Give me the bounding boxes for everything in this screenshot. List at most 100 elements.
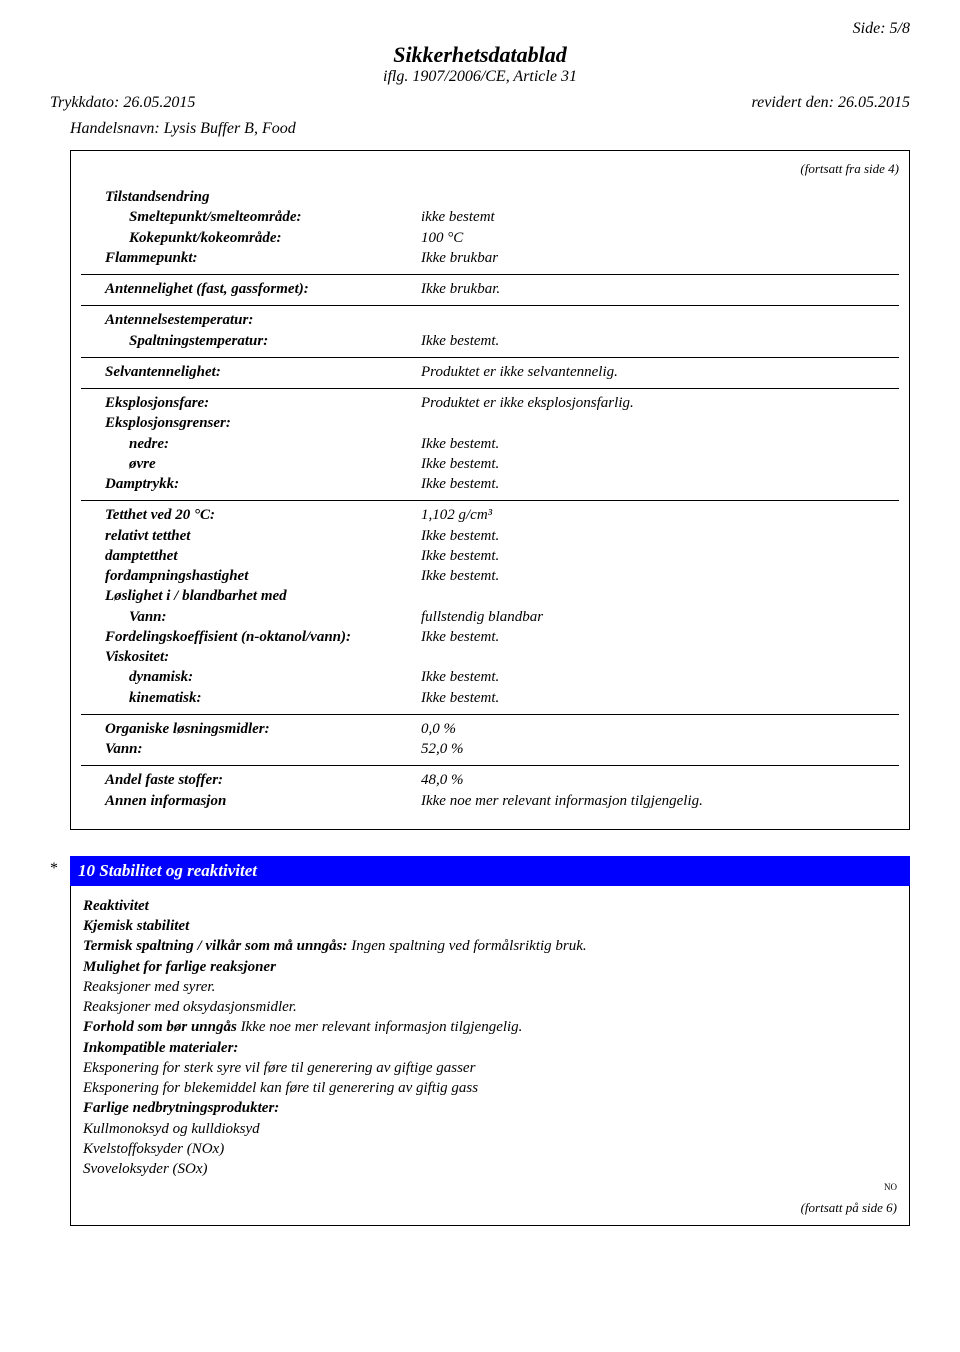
property-value: Ikke noe mer relevant informasjon tilgje…	[421, 791, 899, 811]
property-value: Ikke brukbar	[421, 248, 899, 268]
property-label: Vann:	[81, 739, 421, 759]
property-label: fordampningshastighet	[81, 566, 421, 586]
property-value: Ikke bestemt.	[421, 331, 899, 351]
property-value: fullstendig blandbar	[421, 607, 899, 627]
property-row: Vann:fullstendig blandbar	[81, 607, 899, 627]
section9-box: (fortsatt fra side 4) TilstandsendringSm…	[70, 150, 910, 830]
section10-line: Farlige nedbrytningsprodukter:	[83, 1098, 897, 1118]
property-label: Antennelsestemperatur:	[81, 310, 421, 330]
property-row: Annen informasjonIkke noe mer relevant i…	[81, 791, 899, 811]
continued-from: (fortsatt fra side 4)	[81, 161, 899, 177]
line-bold-part: Termisk spaltning / vilkår som må unngås…	[83, 938, 348, 954]
group-title-row: Tilstandsendring	[81, 187, 899, 207]
section10-line: Mulighet for farlige reaksjoner	[83, 957, 897, 977]
property-value: Ikke brukbar.	[421, 279, 899, 299]
property-value: Ikke bestemt.	[421, 454, 899, 474]
meta-row: Trykkdato: 26.05.2015 revidert den: 26.0…	[50, 94, 910, 112]
section10-title-bar: 10 Stabilitet og reaktivitet	[70, 856, 910, 886]
property-value: Ikke bestemt.	[421, 627, 899, 647]
property-row: Løslighet i / blandbarhet med	[81, 586, 899, 606]
property-label: Annen informasjon	[81, 791, 421, 811]
line-rest: Ingen spaltning ved formålsriktig bruk.	[348, 938, 587, 954]
property-row: Eksplosjonsfare:Produktet er ikke eksplo…	[81, 393, 899, 413]
group-title-val	[421, 187, 899, 207]
property-label: Kokepunkt/kokeområde:	[81, 228, 421, 248]
property-label: nedre:	[81, 434, 421, 454]
property-value: Ikke bestemt.	[421, 688, 899, 708]
property-value: Ikke bestemt.	[421, 546, 899, 566]
print-date: Trykkdato: 26.05.2015	[50, 94, 195, 112]
property-label: Tetthet ved 20 °C:	[81, 505, 421, 525]
section10-line: Kjemisk stabilitet	[83, 916, 897, 936]
section10-body: ReaktivitetKjemisk stabilitet Termisk spa…	[70, 886, 910, 1226]
section10-line: Kvelstoffoksyder (NOx)	[83, 1139, 897, 1159]
section-asterisk: *	[50, 856, 70, 886]
section10-line: Termisk spaltning / vilkår som må unngås…	[83, 936, 897, 956]
property-value: Ikke bestemt.	[421, 526, 899, 546]
property-row: Kokepunkt/kokeområde:100 °C	[81, 228, 899, 248]
property-value: 0,0 %	[421, 719, 899, 739]
section10-line: Kullmonoksyd og kulldioksyd	[83, 1119, 897, 1139]
section10-line: Reaksjoner med oksydasjonsmidler.	[83, 997, 897, 1017]
line-rest: Ikke noe mer relevant informasjon tilgje…	[237, 1019, 523, 1035]
property-label: Flammepunkt:	[81, 248, 421, 268]
property-label: damptetthet	[81, 546, 421, 566]
property-value	[421, 586, 899, 606]
property-label: Vann:	[81, 607, 421, 627]
property-row: Viskositet:	[81, 647, 899, 667]
country-code: NO	[83, 1181, 897, 1193]
property-group: Eksplosjonsfare:Produktet er ikke eksplo…	[81, 389, 899, 501]
property-row: Antennelsestemperatur:	[81, 310, 899, 330]
doc-subtitle: iflg. 1907/2006/CE, Article 31	[50, 68, 910, 86]
property-value	[421, 413, 899, 433]
property-label: Andel faste stoffer:	[81, 770, 421, 790]
property-row: Eksplosjonsgrenser:	[81, 413, 899, 433]
property-group: TilstandsendringSmeltepunkt/smelteområde…	[81, 183, 899, 275]
property-group: Organiske løsningsmidler:0,0 %Vann:52,0 …	[81, 715, 899, 767]
property-row: Spaltningstemperatur:Ikke bestemt.	[81, 331, 899, 351]
property-value: Produktet er ikke eksplosjonsfarlig.	[421, 393, 899, 413]
property-label: dynamisk:	[81, 667, 421, 687]
section10-header-row: * 10 Stabilitet og reaktivitet	[50, 856, 910, 886]
property-group: Selvantennelighet:Produktet er ikke selv…	[81, 358, 899, 389]
property-value: Ikke bestemt.	[421, 667, 899, 687]
property-group: Tetthet ved 20 °C:1,102 g/cm³relativt te…	[81, 501, 899, 715]
property-label: Damptrykk:	[81, 474, 421, 494]
group-title: Tilstandsendring	[81, 187, 421, 207]
revised-date: revidert den: 26.05.2015	[752, 94, 910, 112]
property-value: Ikke bestemt.	[421, 566, 899, 586]
property-row: relativt tetthetIkke bestemt.	[81, 526, 899, 546]
property-row: Selvantennelighet:Produktet er ikke selv…	[81, 362, 899, 382]
property-row: kinematisk:Ikke bestemt.	[81, 688, 899, 708]
page-number: Side: 5/8	[50, 20, 910, 38]
property-row: Antennelighet (fast, gassformet):Ikke br…	[81, 279, 899, 299]
property-label: Viskositet:	[81, 647, 421, 667]
section10-line: Inkompatible materialer:	[83, 1038, 897, 1058]
property-label: Eksplosjonsfare:	[81, 393, 421, 413]
property-value: Produktet er ikke selvantennelig.	[421, 362, 899, 382]
property-value	[421, 310, 899, 330]
property-value: 1,102 g/cm³	[421, 505, 899, 525]
property-group: Antennelighet (fast, gassformet):Ikke br…	[81, 275, 899, 306]
property-row: dynamisk:Ikke bestemt.	[81, 667, 899, 687]
property-label: øvre	[81, 454, 421, 474]
property-row: Vann:52,0 %	[81, 739, 899, 759]
section10-line: Reaksjoner med syrer.	[83, 977, 897, 997]
property-row: Flammepunkt:Ikke brukbar	[81, 248, 899, 268]
property-label: kinematisk:	[81, 688, 421, 708]
line-bold-part: Forhold som bør unngås	[83, 1019, 237, 1035]
property-value: ikke bestemt	[421, 207, 899, 227]
property-value: 100 °C	[421, 228, 899, 248]
property-label: Spaltningstemperatur:	[81, 331, 421, 351]
section10-line: Reaktivitet	[83, 896, 897, 916]
property-value: Ikke bestemt.	[421, 474, 899, 494]
property-label: Smeltepunkt/smelteområde:	[81, 207, 421, 227]
property-row: øvreIkke bestemt.	[81, 454, 899, 474]
section10-line: Eksponering for blekemiddel kan føre til…	[83, 1078, 897, 1098]
property-label: Organiske løsningsmidler:	[81, 719, 421, 739]
property-group: Antennelsestemperatur:Spaltningstemperat…	[81, 306, 899, 358]
property-row: Andel faste stoffer:48,0 %	[81, 770, 899, 790]
property-value: 48,0 %	[421, 770, 899, 790]
section10-line: Eksponering for sterk syre vil føre til …	[83, 1058, 897, 1078]
property-row: Organiske løsningsmidler:0,0 %	[81, 719, 899, 739]
